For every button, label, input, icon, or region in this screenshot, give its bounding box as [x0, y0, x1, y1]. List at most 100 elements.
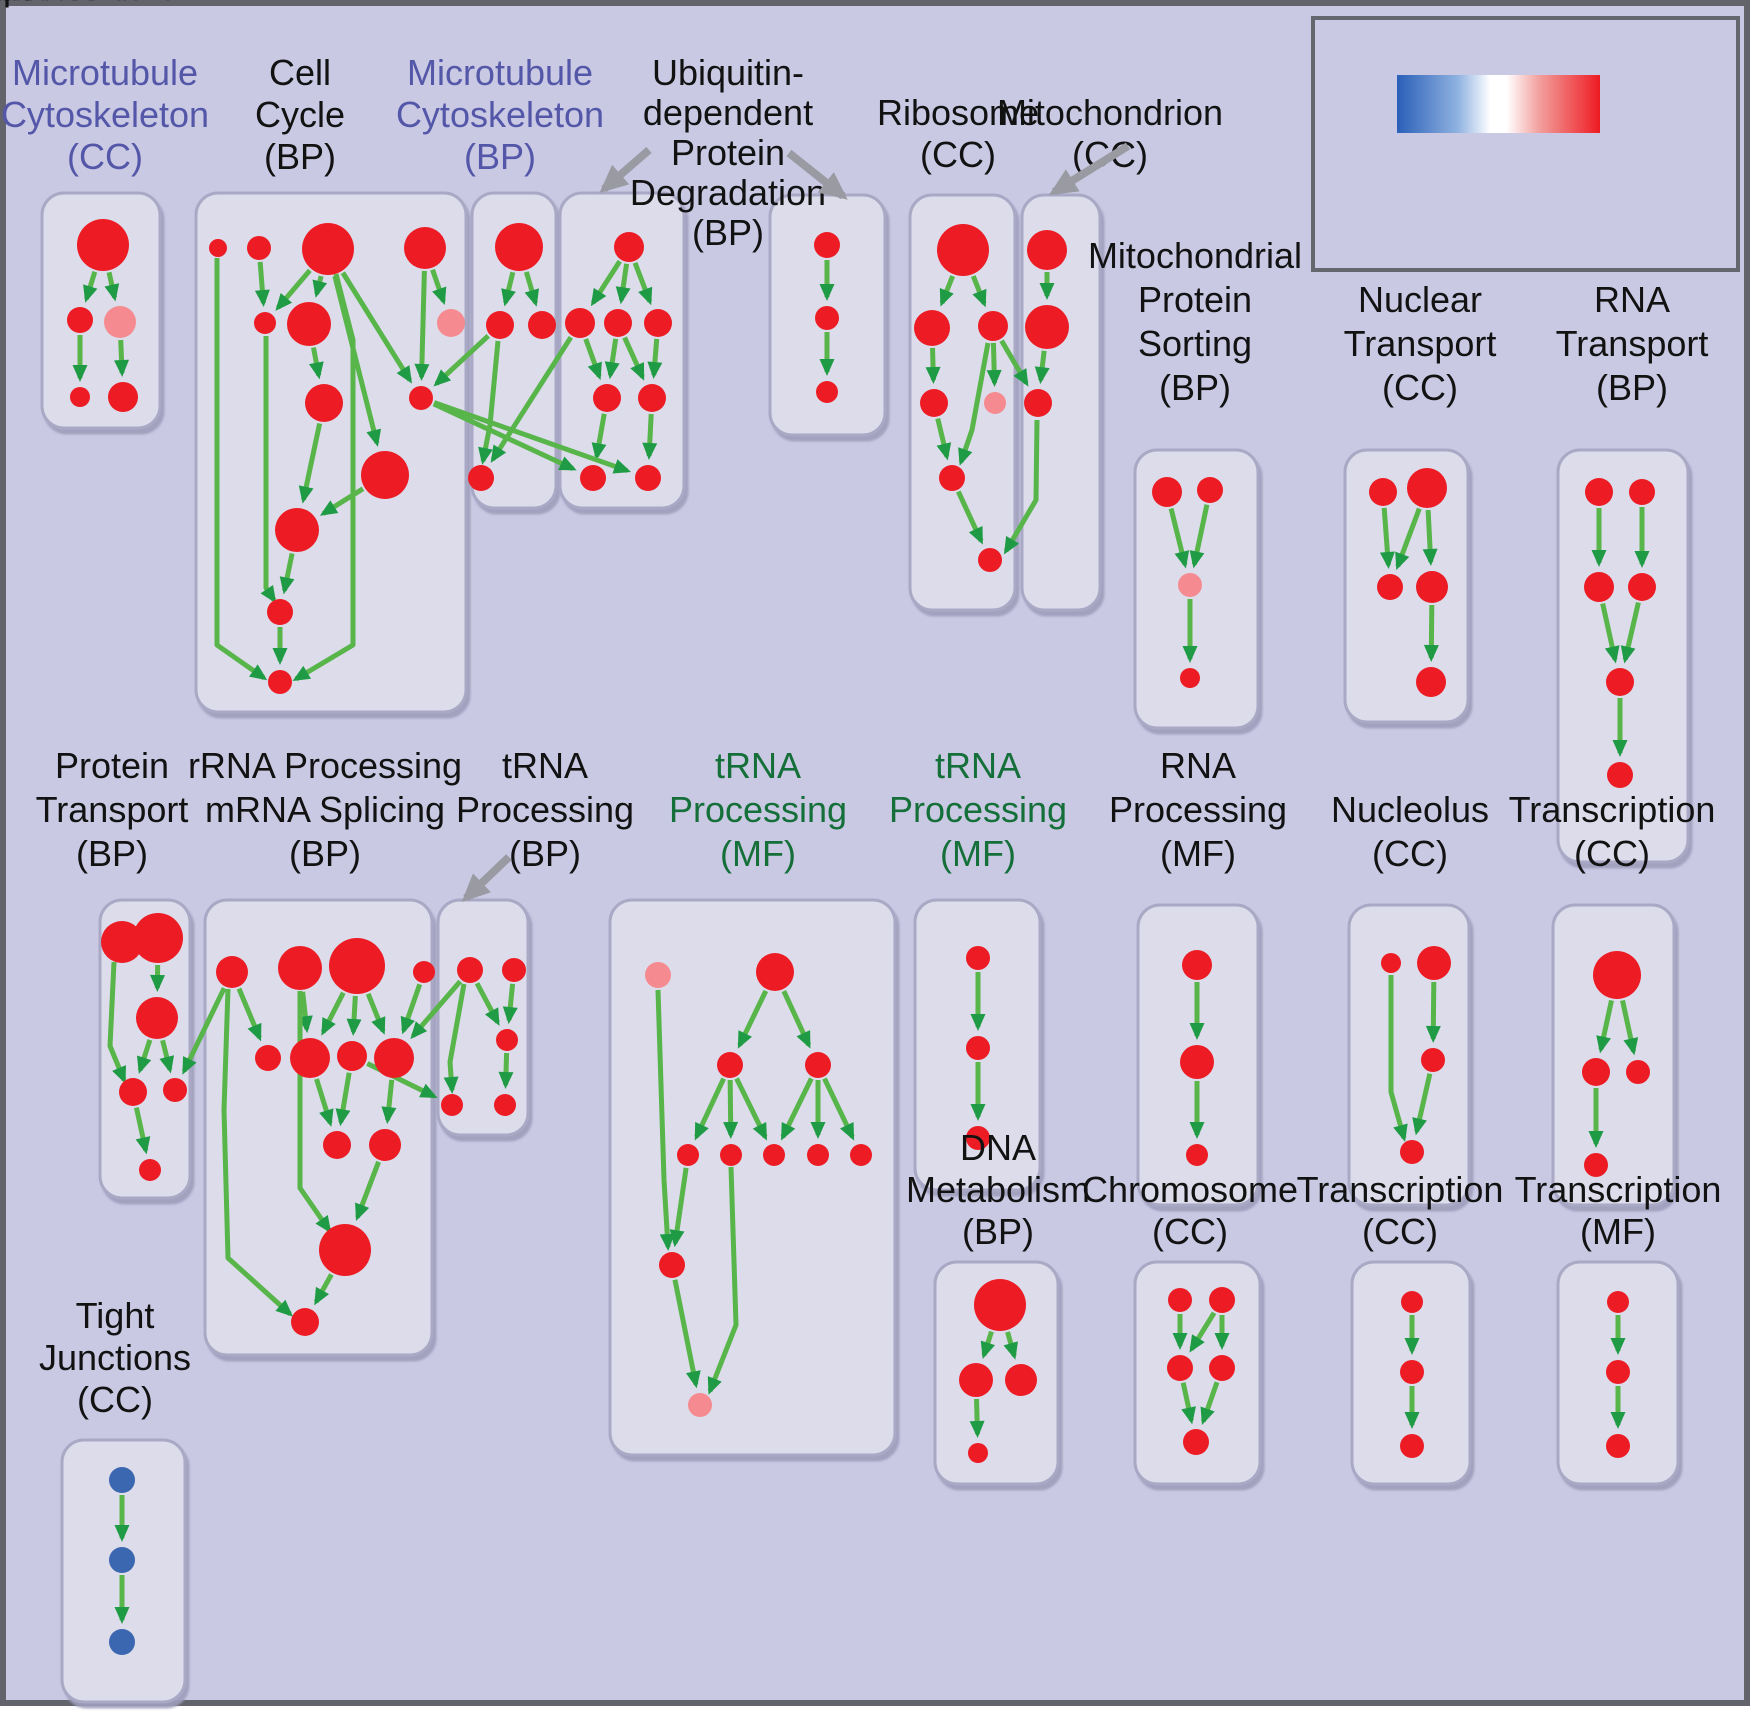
trna-bp-arrow	[461, 854, 512, 903]
ribosome-cc-edge	[958, 342, 991, 466]
ubiquitin-dependent-protein-degradation-bp-edge	[622, 336, 645, 381]
rna-transport-bp-edge	[1600, 603, 1620, 664]
trna-processing-mf-large-edge	[734, 1077, 768, 1141]
rna-transport-bp-node-red	[1607, 762, 1633, 788]
nucleolus-cc-label: Nucleolus (CC)	[1331, 789, 1489, 874]
ribosome-cc-edge	[925, 347, 941, 385]
mitochondrion-arrow	[1048, 142, 1131, 196]
chromosome-cc-node-red	[1209, 1287, 1235, 1313]
ribosome-cc-node-pink	[984, 392, 1006, 414]
tight-junctions-cc-node-blue	[109, 1467, 135, 1493]
cell-cycle-bp-node-red	[302, 223, 354, 275]
cell-cycle-bp-node-red	[247, 236, 271, 260]
microtubule-cytoskeleton-cc-node-red	[70, 387, 90, 407]
cross-edge	[432, 401, 577, 471]
microtubule-cytoskeleton-cc-label: Microtubule Cytoskeleton (CC)	[1, 52, 209, 177]
microtubule-cytoskeleton-cc-node-red	[67, 307, 93, 333]
ubiquitin-degradation-box-2-node-red	[814, 232, 840, 258]
ubiquitin-arrow-left	[599, 146, 652, 193]
ribosome-cc-label: Ribosome (CC)	[877, 92, 1039, 175]
rna-transport-bp-node-red	[1628, 573, 1656, 601]
rrna-processing-mrna-splicing-bp-edge	[400, 983, 423, 1035]
chromosome-cc-node-red	[1167, 1355, 1193, 1381]
dna-metabolism-bp-node-red	[1005, 1364, 1037, 1396]
transcription-cc-upper-edge	[1596, 999, 1614, 1054]
cell-cycle-bp-node-red	[305, 384, 343, 422]
microtubule-cytoskeleton-bp-edge	[478, 340, 501, 465]
mitochondrial-protein-sorting-bp-edge	[1189, 504, 1210, 569]
chromosome-cc-node-red	[1183, 1429, 1209, 1455]
tight-junctions-cc-label: Tight Junctions (CC)	[39, 1295, 191, 1420]
rna-transport-bp-edge	[1620, 602, 1641, 664]
transcription-mf-label: Transcription (MF)	[1515, 1169, 1722, 1252]
chromosome-cc-edge	[1200, 1381, 1220, 1426]
protein-transport-bp-node-red	[119, 1078, 147, 1106]
trna-processing-mf-large-edge	[655, 989, 675, 1251]
trna-processing-mf-large-node-red	[659, 1252, 685, 1278]
protein-transport-bp-edge	[136, 1039, 153, 1074]
protein-transport-bp-node-red	[136, 997, 178, 1039]
ribosome-cc-edge	[939, 275, 955, 307]
transcription-mf-node-red	[1606, 1360, 1630, 1384]
dna-metabolism-bp-label: DNA Metabolism (BP)	[906, 1127, 1090, 1252]
rrna-processing-mrna-splicing-bp-node-red	[374, 1038, 414, 1078]
cell-cycle-bp-edge	[414, 270, 430, 382]
legend-box	[1311, 16, 1740, 272]
ribosome-cc-node-red	[978, 548, 1002, 572]
nucleolus-cc-node-red	[1400, 1140, 1424, 1164]
trna-processing-bp-node-red	[494, 1094, 516, 1116]
rrna-processing-mrna-splicing-bp-edge	[346, 995, 362, 1037]
cell-cycle-bp-edge	[308, 347, 324, 380]
mitochondrion-cc-node-red	[1025, 305, 1069, 349]
ribosome-cc-node-red	[978, 311, 1008, 341]
nucleolus-cc-edge	[1388, 975, 1408, 1142]
labels-layer: Microtubule Cytoskeleton (CC) Cell Cycle (BP)…	[1, 52, 1721, 1420]
ribosome-cc-edge	[970, 275, 987, 308]
ubiquitin-dependent-protein-degradation-bp-edge	[642, 413, 658, 461]
microtubule-cytoskeleton-cc-node-red	[77, 219, 129, 271]
microtubule-cytoskeleton-bp-edge	[523, 271, 540, 307]
nuclear-transport-cc-box	[1343, 448, 1470, 724]
cell-cycle-bp-edge	[430, 268, 447, 306]
ubiquitin-dependent-protein-degradation-bp-node-red	[604, 309, 632, 337]
nuclear-transport-cc-edge	[1422, 509, 1438, 567]
tight-junctions-cc-node-blue	[109, 1547, 135, 1573]
ubiquitin-dependent-protein-degradation-bp-edge	[583, 338, 602, 381]
dna-metabolism-bp-node-red	[974, 1279, 1026, 1331]
rrna-processing-mrna-splicing-bp-node-red	[291, 1308, 319, 1336]
rrna-processing-mrna-splicing-bp-edge	[355, 1160, 381, 1222]
legend-subtitle-1: in estrogen-treated cells	[0, 0, 176, 7]
trna-processing-mf-large-edge	[781, 990, 812, 1049]
cell-cycle-bp-edge	[292, 273, 356, 682]
ribosome-cc-edge	[935, 417, 952, 461]
cell-cycle-bp-edge	[340, 271, 413, 384]
ribosome-cc-node-red	[937, 224, 989, 276]
microtubule-cytoskeleton-bp-node-red	[495, 223, 543, 271]
rrna-processing-mrna-splicing-bp-node-red	[255, 1045, 281, 1071]
chromosome-cc-edge	[1180, 1382, 1196, 1425]
mitochondrial-protein-sorting-bp-node-red	[1180, 668, 1200, 688]
rna-processing-mf-node-red	[1182, 950, 1212, 980]
legend-down-label: Down	[0, 0, 46, 8]
protein-transport-bp-node-red	[133, 913, 183, 963]
rrna-processing-mrna-splicing-bp-edge	[221, 988, 293, 1317]
cell-cycle-bp-node-red	[287, 302, 331, 346]
trna-processing-bp-label: tRNA Processing (BP)	[456, 745, 634, 874]
cell-cycle-bp-label: Cell Cycle (BP)	[255, 52, 345, 177]
trna-processing-mf-large-edge	[822, 1077, 855, 1141]
rrna-processing-mrna-splicing-bp-edge	[335, 1072, 352, 1127]
protein-transport-bp-node-red	[139, 1159, 161, 1181]
rrna-processing-mrna-splicing-bp-edge	[297, 991, 313, 1034]
cross-edge	[433, 334, 490, 387]
nuclear-transport-cc-node-red	[1407, 468, 1447, 508]
cell-cycle-bp-edge	[298, 423, 323, 504]
chromosome-cc-node-red	[1209, 1355, 1235, 1381]
microtubule-cytoskeleton-bp-node-red	[528, 311, 556, 339]
microtubule-cytoskeleton-bp-label: Microtubule Cytoskeleton (BP)	[396, 52, 604, 177]
trna-processing-bp-edge	[502, 983, 518, 1025]
trna-processing-mf-small-node-red	[966, 946, 990, 970]
trna-processing-bp-edge	[443, 983, 467, 1094]
rrna-processing-mrna-splicing-bp-node-red	[319, 1224, 371, 1276]
nucleolus-cc-node-red	[1421, 1048, 1445, 1072]
cell-cycle-bp-node-red	[267, 599, 293, 625]
